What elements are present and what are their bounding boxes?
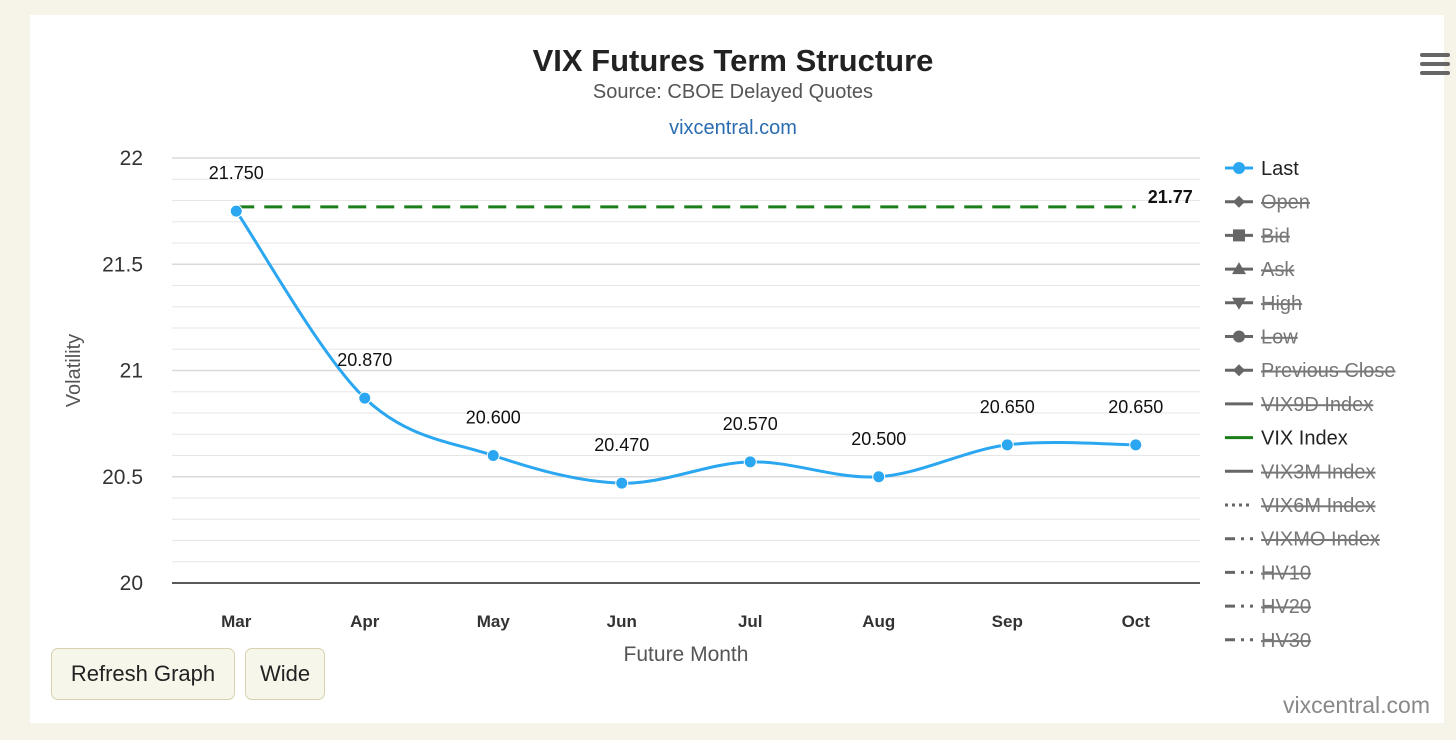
legend-marker xyxy=(1233,364,1245,377)
last-data-label: 20.650 xyxy=(1108,397,1163,417)
last-data-point[interactable] xyxy=(615,476,629,490)
x-axis-title: Future Month xyxy=(624,643,749,666)
last-data-label: 21.750 xyxy=(209,163,264,183)
x-tick-label: Oct xyxy=(1122,612,1151,631)
y-tick-label: 22 xyxy=(120,147,143,170)
x-tick-label: May xyxy=(477,612,511,631)
last-data-label: 20.870 xyxy=(337,350,392,370)
legend-item-label[interactable]: VIX Index xyxy=(1261,428,1348,450)
legend-marker xyxy=(1233,195,1245,208)
legend-marker xyxy=(1233,162,1245,174)
legend-item-label[interactable]: VIX6M Index xyxy=(1261,495,1376,517)
legend-marker xyxy=(1232,262,1246,275)
vix-index-label: 21.77 xyxy=(1148,187,1193,207)
wide-button[interactable]: Wide xyxy=(245,648,325,700)
watermark: vixcentral.com xyxy=(1283,692,1430,718)
legend-marker xyxy=(1233,330,1245,343)
legend-item-label[interactable]: Ask xyxy=(1261,259,1295,281)
last-series-line xyxy=(235,210,1136,485)
y-tick-label: 20 xyxy=(120,572,143,595)
chart-panel: VIX Futures Term Structure Source: CBOE … xyxy=(30,15,1450,723)
legend-item-label[interactable]: Open xyxy=(1261,192,1310,214)
last-data-point[interactable] xyxy=(1129,438,1143,452)
legend-item-label[interactable]: VIX3M Index xyxy=(1261,461,1376,483)
legend-item-label[interactable]: VIX9D Index xyxy=(1261,394,1373,416)
legend-item-label[interactable]: Low xyxy=(1261,327,1298,349)
legend-item-label[interactable]: High xyxy=(1261,293,1302,315)
last-data-label: 20.650 xyxy=(980,397,1035,417)
legend-marker xyxy=(1233,229,1245,242)
y-tick-label: 21 xyxy=(120,360,143,383)
legend-item-label[interactable]: Last xyxy=(1261,158,1299,180)
last-data-point[interactable] xyxy=(1000,438,1014,452)
last-data-point[interactable] xyxy=(486,449,500,462)
last-data-label: 20.470 xyxy=(594,435,649,455)
chart-svg: 20 20.5 21 21.5 22 Mar Apr May Jun Jul Aug Sep Oct Vo… xyxy=(63,147,1396,666)
last-data-point[interactable] xyxy=(872,470,886,484)
chart-source-link[interactable]: vixcentral.com xyxy=(669,117,797,139)
y-tick-label: 20.5 xyxy=(102,466,143,489)
refresh-graph-button[interactable]: Refresh Graph xyxy=(51,648,235,700)
last-data-point[interactable] xyxy=(743,455,757,469)
legend-marker xyxy=(1232,297,1246,310)
hamburger-menu-icon[interactable] xyxy=(1420,51,1450,79)
legend-item-label[interactable]: HV10 xyxy=(1261,562,1311,584)
x-tick-label: Jul xyxy=(738,612,763,631)
legend-item-label[interactable]: HV20 xyxy=(1261,596,1311,618)
legend-item-label[interactable]: Previous Close xyxy=(1261,360,1396,382)
y-axis-title: Volatility xyxy=(63,334,85,407)
x-tick-label: Mar xyxy=(221,612,252,631)
chart-subtitle: Source: CBOE Delayed Quotes xyxy=(592,81,874,103)
legend-item-label[interactable]: VIXMO Index xyxy=(1261,529,1380,551)
x-tick-label: Jun xyxy=(607,612,637,631)
last-data-point[interactable] xyxy=(229,204,243,218)
last-data-label: 20.500 xyxy=(851,429,906,449)
x-tick-label: Apr xyxy=(350,612,380,631)
last-data-point[interactable] xyxy=(358,391,372,405)
legend-item-label[interactable]: Bid xyxy=(1261,225,1290,247)
last-data-label: 20.600 xyxy=(466,408,521,428)
x-tick-label: Aug xyxy=(862,612,895,631)
chart-title: VIX Futures Term Structure xyxy=(532,43,934,78)
legend-item-label[interactable]: HV30 xyxy=(1261,630,1311,652)
last-data-label: 20.570 xyxy=(723,414,778,434)
x-tick-label: Sep xyxy=(992,612,1023,631)
y-tick-label: 21.5 xyxy=(102,253,143,276)
